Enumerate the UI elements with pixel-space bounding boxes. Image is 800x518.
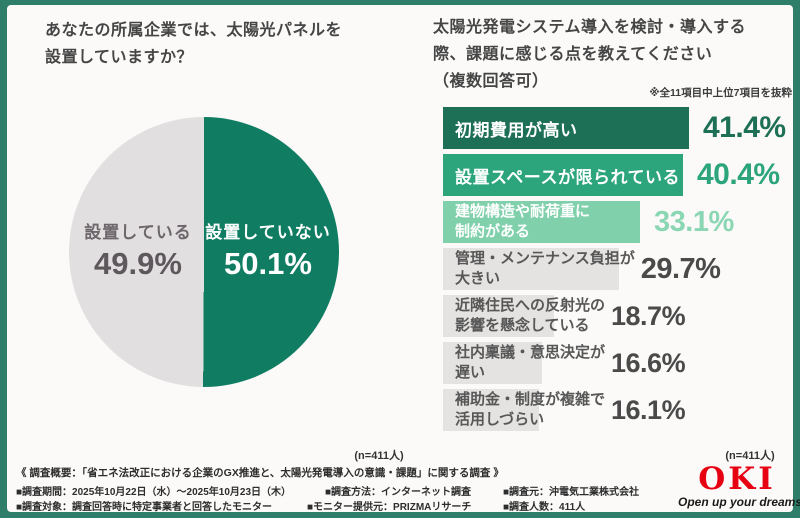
bar-row: 近隣住民への反射光の 影響を懸念している 18.7% (443, 295, 795, 337)
survey-method: ■調査方法：インターネット調査 (325, 487, 472, 498)
bar-row: 社内稟議・意思決定が 遅い 16.6% (443, 342, 795, 384)
bar-row: 管理・メンテナンス負担が 大きい 29.7% (443, 248, 795, 290)
pie-sample-size: (n=411人) (354, 450, 404, 462)
bar-label: 初期費用が高い (455, 120, 578, 140)
pie-chart (69, 117, 339, 387)
pie-slice-value: 50.1% (224, 246, 312, 281)
bar-question-title: 太陽光発電システム導入を検討・導入する 際、課題に感じる点を教えてください （複… (433, 14, 746, 95)
pie-question-line2: 設置していますか？ (45, 49, 194, 66)
bar-row: 設置スペースが限られている 40.4% (443, 154, 795, 196)
bar-row: 初期費用が高い 41.4% (443, 107, 795, 149)
bar-sample-size: (n=411人) (725, 450, 775, 462)
survey-summary: 《 調査概要：「省エネ法改正における企業のGX推進と、太陽光発電導入の意識・課題… (16, 467, 504, 479)
pie-slice-label-not-installed: 設置していない 50.1% (202, 218, 334, 282)
survey-target: ■調査対象：調査回答時に特定事業者と回答したモニター (16, 502, 273, 513)
bar-label: 社内稟議・意思決定が 遅い (455, 344, 606, 381)
bar-label: 近隣住民への反射光の 影響を懸念している (455, 297, 606, 334)
bar-fill (443, 295, 554, 337)
survey-monitor-provider: ■モニター提供元：PRIZMAリサーチ (307, 502, 472, 513)
bar-value: 29.7% (640, 252, 721, 285)
bar-value: 18.7% (611, 300, 686, 331)
oki-logo: OKI Open up your dreams (678, 461, 800, 510)
pie-slice-name: 設置している (84, 223, 192, 242)
bar-fill (443, 389, 539, 431)
bar-chart: 初期費用が高い 41.4% 設置スペースが限られている 40.4% 建物構造や耐荷重に制… (443, 107, 795, 436)
bar-fill (443, 342, 542, 384)
survey-respondents: ■調査人数：411人 (503, 502, 586, 513)
bar-label: 設置スペースが限られている (455, 167, 680, 187)
bar-label: 補助金・制度が複雑で 活用しづらい (455, 391, 606, 428)
pie-question-title: あなたの所属企業では、太陽光パネルを 設置していますか？ (45, 17, 342, 71)
bar-value: 33.1% (654, 205, 734, 238)
bar-fill (443, 248, 619, 290)
bar-row: 建物構造や耐荷重に 制約がある 33.1% (443, 201, 795, 243)
pie-slice-label-installed: 設置している 49.9% (72, 218, 204, 282)
pie-question-line1: あなたの所属企業では、太陽光パネルを (45, 22, 343, 39)
bar-fill (443, 107, 689, 149)
bar-value: 40.4% (697, 158, 780, 191)
oki-logo-tagline: Open up your dreams (678, 495, 800, 509)
bar-value: 41.4% (703, 111, 786, 144)
bar-label: 管理・メンテナンス負担が 大きい (455, 250, 635, 287)
pie-slice-value: 49.9% (94, 246, 182, 281)
bar-question-line2: 際、課題に感じる点を教えてください (433, 46, 713, 63)
pie-slice-name: 設置していない (205, 223, 331, 242)
bar-value: 16.1% (611, 394, 686, 425)
bar-fill (443, 154, 683, 196)
bar-question-line1: 太陽光発電システム導入を検討・導入する (433, 19, 747, 36)
bar-fill (443, 201, 640, 243)
bar-row: 補助金・制度が複雑で 活用しづらい 16.1% (443, 389, 795, 431)
bar-value: 16.6% (611, 347, 686, 378)
top7-note: ※全11項目中上位7項目を抜粋 (649, 87, 792, 99)
survey-period: ■調査期間：2025年10月22日（水）～2025年10月23日（木） (16, 487, 292, 498)
oki-logo-text: OKI (698, 461, 776, 497)
survey-source: ■調査元：沖電気工業株式会社 (503, 487, 640, 498)
bar-label: 建物構造や耐荷重に 制約がある (455, 203, 591, 240)
bar-question-line3: （複数回答可） (433, 73, 549, 90)
